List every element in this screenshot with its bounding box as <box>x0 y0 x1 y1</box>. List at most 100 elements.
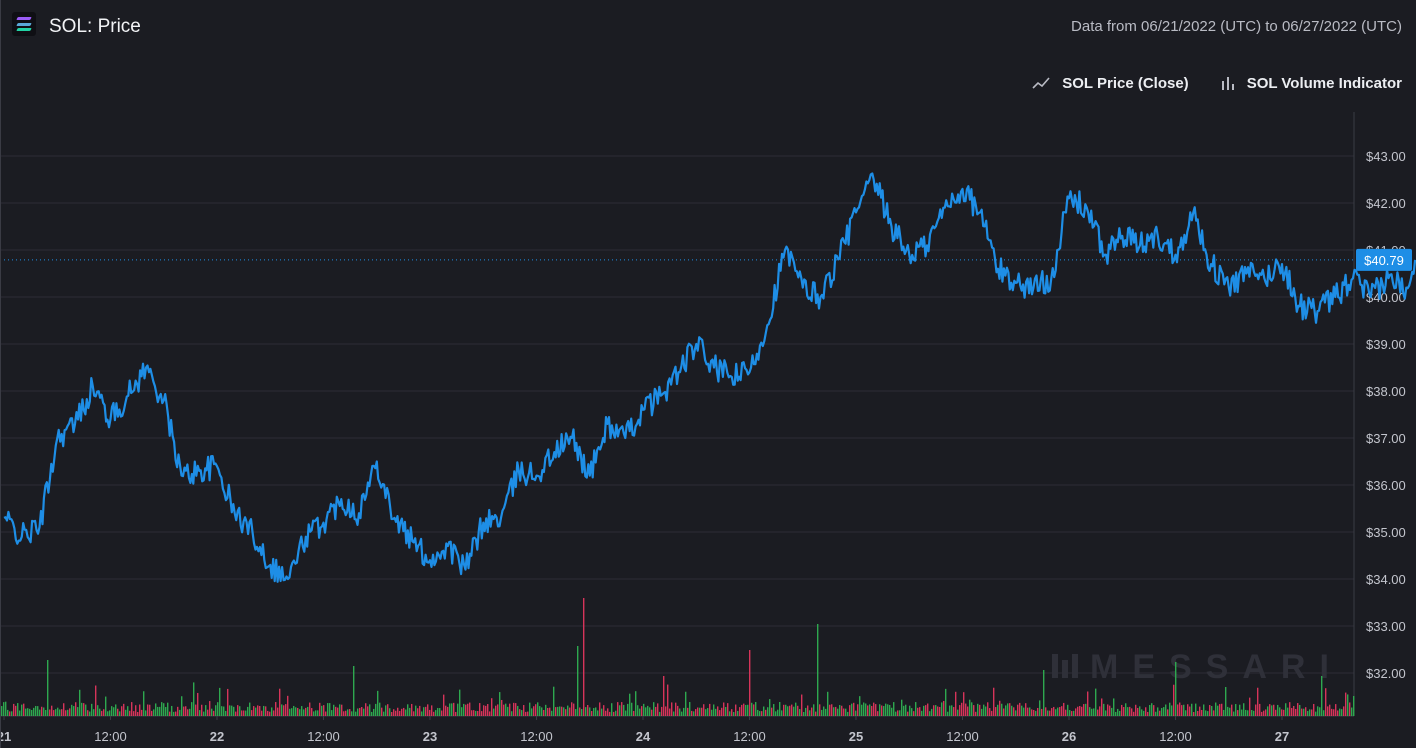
volume-bar <box>137 711 139 716</box>
volume-bar <box>681 711 683 716</box>
volume-bar <box>1063 702 1065 716</box>
volume-bar <box>795 702 797 716</box>
volume-bar <box>5 701 7 716</box>
volume-bar <box>201 704 203 716</box>
volume-bar <box>1345 692 1347 716</box>
volume-bar <box>25 708 27 716</box>
volume-bar <box>35 705 37 716</box>
volume-bar <box>45 709 47 716</box>
volume-bar <box>751 702 753 716</box>
volume-bar <box>857 704 859 716</box>
volume-bar <box>493 708 495 716</box>
volume-bar <box>357 708 359 716</box>
volume-bar <box>695 709 697 716</box>
volume-bar <box>1285 703 1287 716</box>
volume-bar <box>1179 702 1181 716</box>
watermark-logo-icon <box>1052 654 1058 678</box>
volume-bar <box>419 705 421 716</box>
volume-bar <box>463 703 465 716</box>
volume-bar <box>1097 709 1099 716</box>
volume-bar <box>1037 707 1039 716</box>
volume-bar <box>809 710 811 716</box>
volume-bar <box>469 702 471 716</box>
volume-bar <box>721 707 723 716</box>
volume-bar <box>379 702 381 716</box>
volume-bar <box>323 705 325 716</box>
volume-bar <box>65 710 67 716</box>
volume-bar <box>901 699 903 716</box>
volume-bar <box>1229 707 1231 716</box>
volume-bar <box>1181 705 1183 716</box>
volume-bar <box>75 702 77 716</box>
volume-bar <box>827 691 829 716</box>
volume-bar <box>101 710 103 716</box>
volume-bar <box>7 709 9 716</box>
volume-bar <box>495 705 497 716</box>
volume-bar <box>3 702 5 716</box>
volume-bar <box>709 703 711 716</box>
volume-bar <box>421 711 423 716</box>
volume-bar <box>1083 704 1085 716</box>
volume-bar <box>759 711 761 716</box>
volume-bar <box>383 711 385 716</box>
volume-bar <box>1031 709 1033 716</box>
volume-bar <box>157 706 159 716</box>
volume-bar <box>279 688 281 716</box>
volume-bar <box>589 707 591 716</box>
frame-border <box>0 0 1 748</box>
volume-bar <box>1157 707 1159 716</box>
volume-bar <box>1079 705 1081 716</box>
volume-bar <box>821 709 823 716</box>
volume-bar <box>221 706 223 716</box>
volume-bar <box>977 703 979 716</box>
volume-bar <box>179 709 181 716</box>
volume-bar <box>1269 704 1271 716</box>
volume-bar <box>1005 705 1007 716</box>
volume-bar <box>1203 704 1205 716</box>
volume-bar <box>485 705 487 716</box>
legend-item-volume[interactable]: SOL Volume Indicator <box>1221 75 1402 92</box>
volume-bar <box>125 709 127 716</box>
volume-bar <box>673 711 675 716</box>
volume-bar <box>13 703 15 716</box>
volume-bar <box>1113 698 1115 716</box>
volume-bar <box>843 708 845 716</box>
volume-bar <box>265 706 267 716</box>
volume-bar <box>1075 708 1077 716</box>
volume-bar <box>487 704 489 716</box>
volume-bar <box>779 702 781 716</box>
volume-bar <box>905 704 907 716</box>
volume-bar <box>661 706 663 716</box>
volume-bar <box>415 705 417 716</box>
volume-bar <box>861 704 863 716</box>
volume-bar <box>245 710 247 716</box>
volume-bar <box>39 709 41 716</box>
volume-bar <box>921 710 923 716</box>
volume-bar <box>451 703 453 716</box>
volume-bar <box>1061 706 1063 716</box>
volume-bar <box>517 705 519 716</box>
y-tick-label: $34.00 <box>1366 572 1406 587</box>
x-tick-label: 25 <box>849 729 863 744</box>
volume-bar <box>741 704 743 716</box>
volume-bar <box>1309 709 1311 716</box>
volume-bar <box>369 704 371 716</box>
volume-bar <box>251 710 253 716</box>
volume-bar <box>155 703 157 716</box>
legend-item-price[interactable]: SOL Price (Close) <box>1032 75 1189 92</box>
volume-bar <box>465 704 467 716</box>
volume-bar <box>91 703 93 716</box>
x-tick-label: 24 <box>636 729 651 744</box>
volume-bar <box>1163 707 1165 716</box>
volume-bar <box>737 710 739 716</box>
volume-bar <box>1105 710 1107 716</box>
volume-bar <box>955 691 957 716</box>
volume-bar <box>1241 709 1243 716</box>
volume-bar <box>1321 676 1323 716</box>
volume-bar <box>449 703 451 716</box>
volume-bar <box>127 706 129 716</box>
volume-bar <box>729 711 731 716</box>
volume-bar <box>1073 710 1075 716</box>
volume-bar <box>1339 708 1341 716</box>
volume-bar <box>477 710 479 716</box>
